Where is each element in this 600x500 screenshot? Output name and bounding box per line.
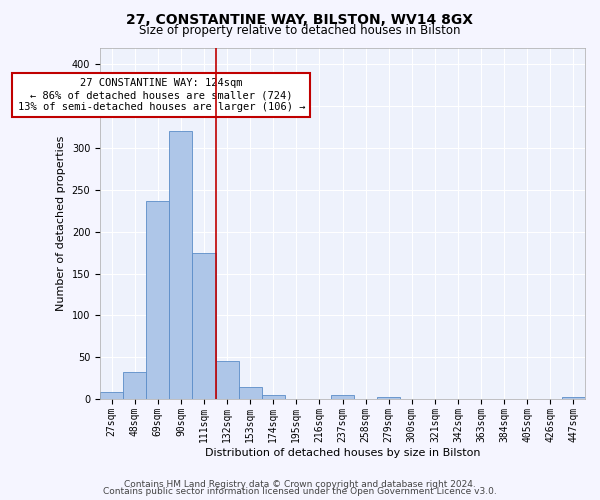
Y-axis label: Number of detached properties: Number of detached properties (56, 136, 66, 311)
Text: Size of property relative to detached houses in Bilston: Size of property relative to detached ho… (139, 24, 461, 37)
Text: Contains public sector information licensed under the Open Government Licence v3: Contains public sector information licen… (103, 488, 497, 496)
Bar (331, 395, 354, 399)
Bar (377, 396, 400, 399)
Text: 27, CONSTANTINE WAY, BILSTON, WV14 8GX: 27, CONSTANTINE WAY, BILSTON, WV14 8GX (127, 12, 473, 26)
Bar (562, 396, 585, 399)
Bar (100, 392, 123, 399)
Bar (239, 386, 262, 399)
Bar (146, 200, 169, 399)
Bar (215, 360, 239, 399)
Bar (262, 395, 285, 399)
Bar (169, 131, 193, 399)
Bar (123, 372, 146, 399)
Bar (193, 252, 215, 399)
Text: 27 CONSTANTINE WAY: 124sqm
← 86% of detached houses are smaller (724)
13% of sem: 27 CONSTANTINE WAY: 124sqm ← 86% of deta… (17, 78, 305, 112)
X-axis label: Distribution of detached houses by size in Bilston: Distribution of detached houses by size … (205, 448, 480, 458)
Text: Contains HM Land Registry data © Crown copyright and database right 2024.: Contains HM Land Registry data © Crown c… (124, 480, 476, 489)
